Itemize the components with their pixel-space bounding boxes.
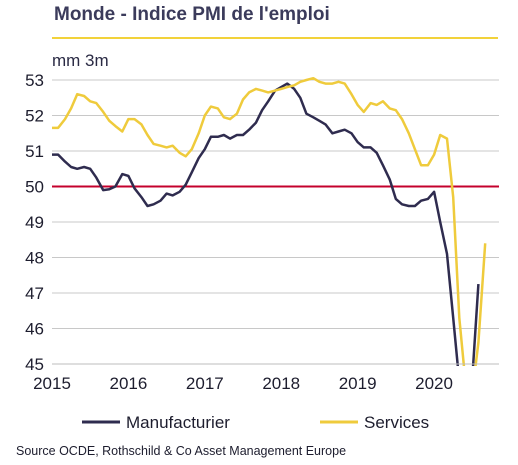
y-tick-label-50: 50	[25, 178, 44, 197]
y-tick-label-46: 46	[25, 320, 44, 339]
series-line-services	[52, 76, 487, 366]
legend-label-manufacturier: Manufacturier	[126, 413, 230, 432]
x-axis-ticks: 2015 2016 2017 2018 2019 2020	[33, 374, 453, 393]
x-tick-label-2016: 2016	[109, 374, 147, 393]
title-rule	[52, 37, 498, 39]
y-tick-label-53: 53	[25, 71, 44, 90]
unit-label: mm 3m	[52, 51, 109, 70]
y-tick-label-51: 51	[25, 142, 44, 161]
series-lines	[52, 76, 487, 366]
y-tick-label-45: 45	[25, 355, 44, 374]
legend: Manufacturier Services	[82, 413, 429, 432]
y-tick-label-52: 52	[25, 107, 44, 126]
x-tick-label-2019: 2019	[339, 374, 377, 393]
series-line-manufacturier	[52, 82, 480, 366]
chart-title: Monde - Indice PMI de l'emploi	[54, 4, 330, 25]
x-tick-label-2015: 2015	[33, 374, 71, 393]
x-tick-label-2017: 2017	[186, 374, 224, 393]
legend-label-services: Services	[364, 413, 429, 432]
source-note: Source OCDE, Rothschild & Co Asset Manag…	[16, 444, 347, 458]
x-tick-label-2018: 2018	[262, 374, 300, 393]
y-axis-ticks: 45 46 47 48 49 50 51 52 53	[25, 71, 44, 374]
y-tick-label-47: 47	[25, 284, 44, 303]
x-tick-label-2020: 2020	[415, 374, 453, 393]
gridlines	[52, 79, 499, 329]
y-tick-label-48: 48	[25, 249, 44, 268]
y-tick-label-49: 49	[25, 213, 44, 232]
